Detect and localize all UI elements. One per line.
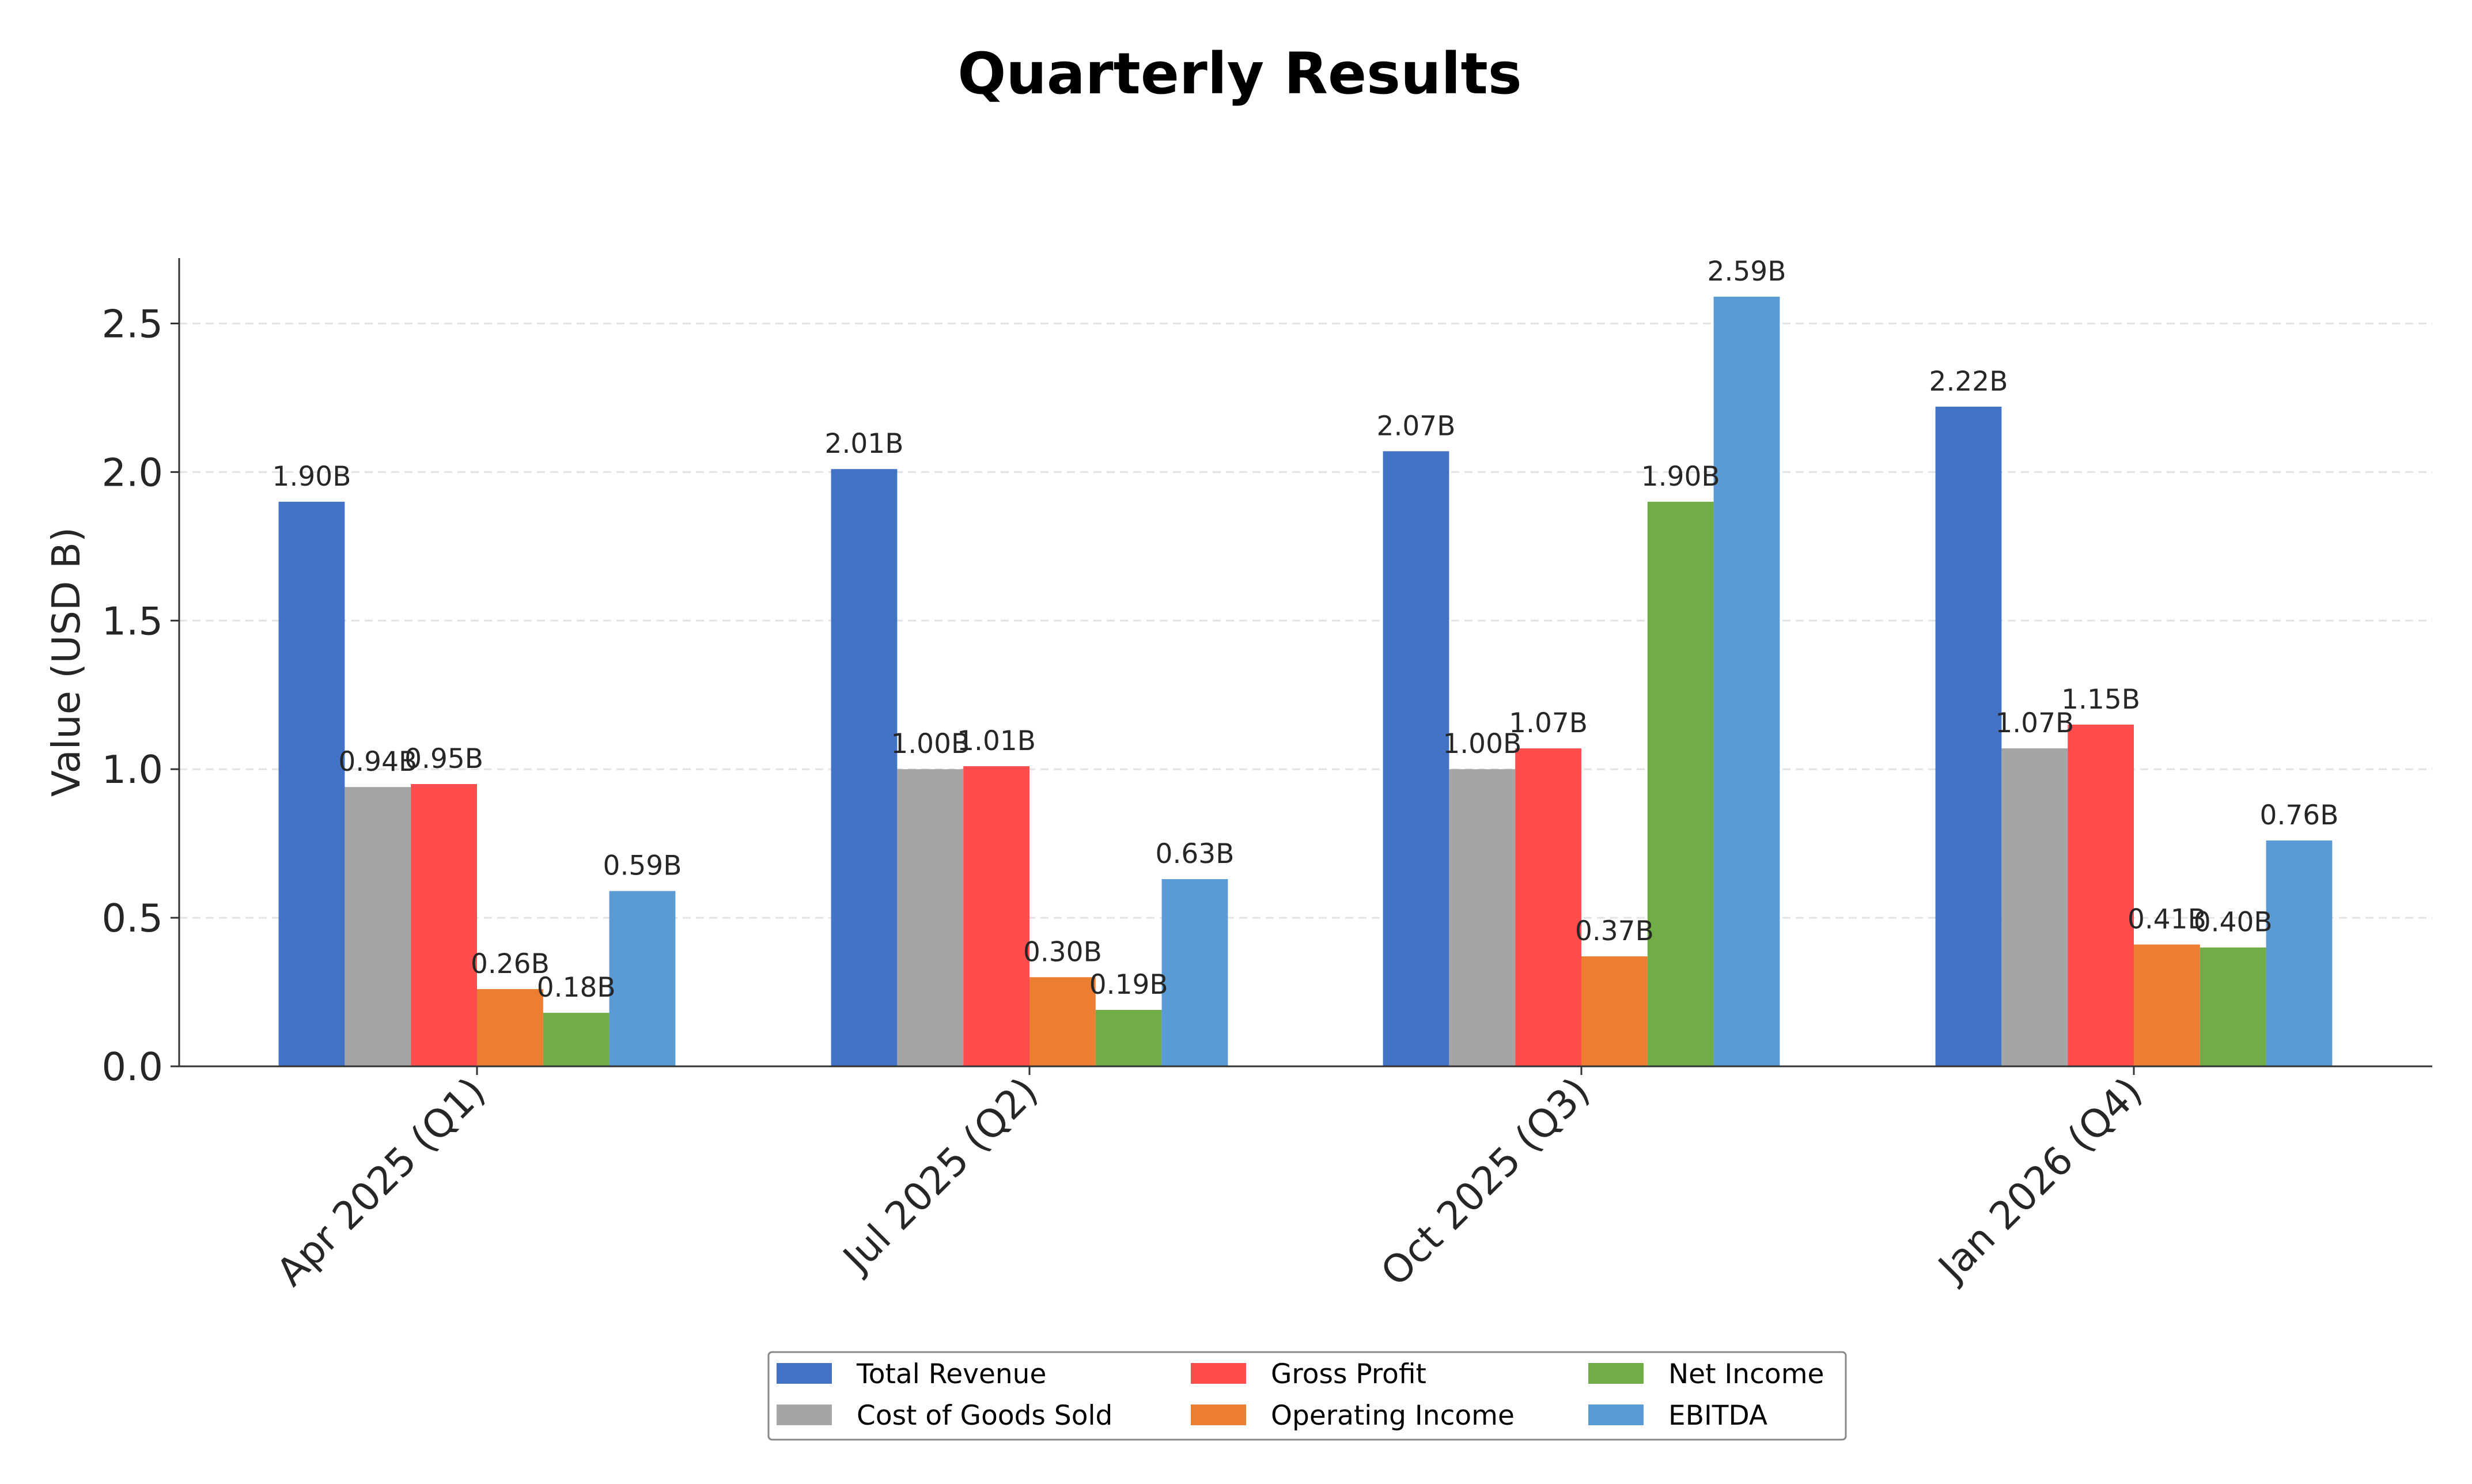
data-label: 0.37B — [1575, 915, 1654, 947]
bar — [543, 1013, 610, 1066]
data-label: 1.90B — [1641, 461, 1720, 493]
data-label: 1.90B — [272, 461, 351, 493]
bar — [477, 989, 543, 1066]
bar — [897, 769, 964, 1066]
legend-label: EBITDA — [1668, 1400, 1767, 1432]
legend-label: Net Income — [1668, 1358, 1824, 1390]
y-axis-label: Value (USD B) — [44, 527, 89, 797]
data-label: 0.59B — [603, 850, 682, 882]
data-label: 0.26B — [471, 948, 550, 980]
bar — [963, 766, 1029, 1066]
data-label: 0.40B — [2194, 907, 2273, 938]
x-tick-label: Jul 2025 (Q2) — [833, 1069, 1046, 1282]
chart-title: Quarterly Results — [957, 41, 1521, 107]
bar — [345, 787, 411, 1066]
legend-swatch — [777, 1404, 832, 1425]
data-label: 0.76B — [2260, 800, 2339, 831]
legend-label: Gross Profit — [1271, 1358, 1426, 1390]
bar — [2068, 724, 2134, 1066]
bar — [2134, 944, 2200, 1066]
bar — [1449, 769, 1516, 1066]
legend-swatch — [1588, 1404, 1644, 1425]
x-tick-label: Apr 2025 (Q1) — [268, 1069, 494, 1294]
data-label: 1.15B — [2061, 684, 2140, 716]
legend-swatch — [1588, 1363, 1644, 1384]
bar — [2266, 840, 2333, 1066]
data-label: 0.18B — [537, 972, 616, 1004]
legend-label: Total Revenue — [856, 1358, 1046, 1390]
y-tick-label: 2.0 — [101, 450, 163, 495]
x-tick-label: Jan 2026 (Q4) — [1928, 1069, 2151, 1291]
legend-swatch — [777, 1363, 832, 1384]
bar — [2200, 947, 2266, 1066]
data-label: 1.07B — [1509, 707, 1588, 739]
bar — [1161, 879, 1228, 1066]
data-label: 2.01B — [825, 428, 904, 460]
data-label: 0.30B — [1023, 936, 1102, 968]
legend-swatch — [1191, 1404, 1246, 1425]
data-label: 2.59B — [1708, 256, 1786, 287]
bar — [2001, 748, 2068, 1066]
x-tick-label: Oct 2025 (Q3) — [1372, 1069, 1598, 1294]
legend-swatch — [1191, 1363, 1246, 1384]
y-tick-label: 1.0 — [101, 747, 163, 792]
data-label: 1.00B — [891, 728, 970, 760]
bar — [1647, 501, 1714, 1066]
bar — [1515, 748, 1581, 1066]
data-label: 2.22B — [1929, 366, 2008, 398]
y-tick-label: 0.0 — [101, 1044, 163, 1089]
gridlines — [179, 322, 2432, 919]
y-tick-label: 1.5 — [101, 599, 163, 643]
legend-frame — [767, 1351, 1847, 1441]
data-label: 0.19B — [1089, 969, 1168, 1001]
y-tick-label: 0.5 — [101, 896, 163, 941]
bar — [1029, 977, 1096, 1066]
data-label: 0.63B — [1156, 838, 1235, 870]
bar — [1935, 406, 2002, 1066]
bar — [831, 469, 898, 1066]
bar — [1095, 1009, 1162, 1066]
data-label: 2.07B — [1377, 410, 1456, 442]
bar — [609, 891, 676, 1066]
bar — [278, 501, 345, 1066]
y-tick-label: 2.5 — [101, 301, 163, 346]
data-label: 0.94B — [338, 746, 417, 778]
legend: Total Revenue Cost of Goods Sold Gross Pro… — [767, 1351, 1847, 1441]
legend-label: Operating Income — [1271, 1400, 1515, 1432]
bar — [1713, 297, 1780, 1066]
legend-label: Cost of Goods Sold — [857, 1400, 1112, 1432]
data-label: 1.07B — [1995, 707, 2074, 739]
data-label: 0.95B — [404, 743, 483, 775]
bar — [1581, 956, 1648, 1066]
bar — [411, 783, 477, 1066]
data-label: 1.00B — [1443, 728, 1521, 760]
bar — [1383, 451, 1449, 1066]
data-label: 0.41B — [2127, 904, 2206, 936]
data-label: 1.01B — [957, 725, 1036, 757]
bars — [278, 297, 2333, 1066]
